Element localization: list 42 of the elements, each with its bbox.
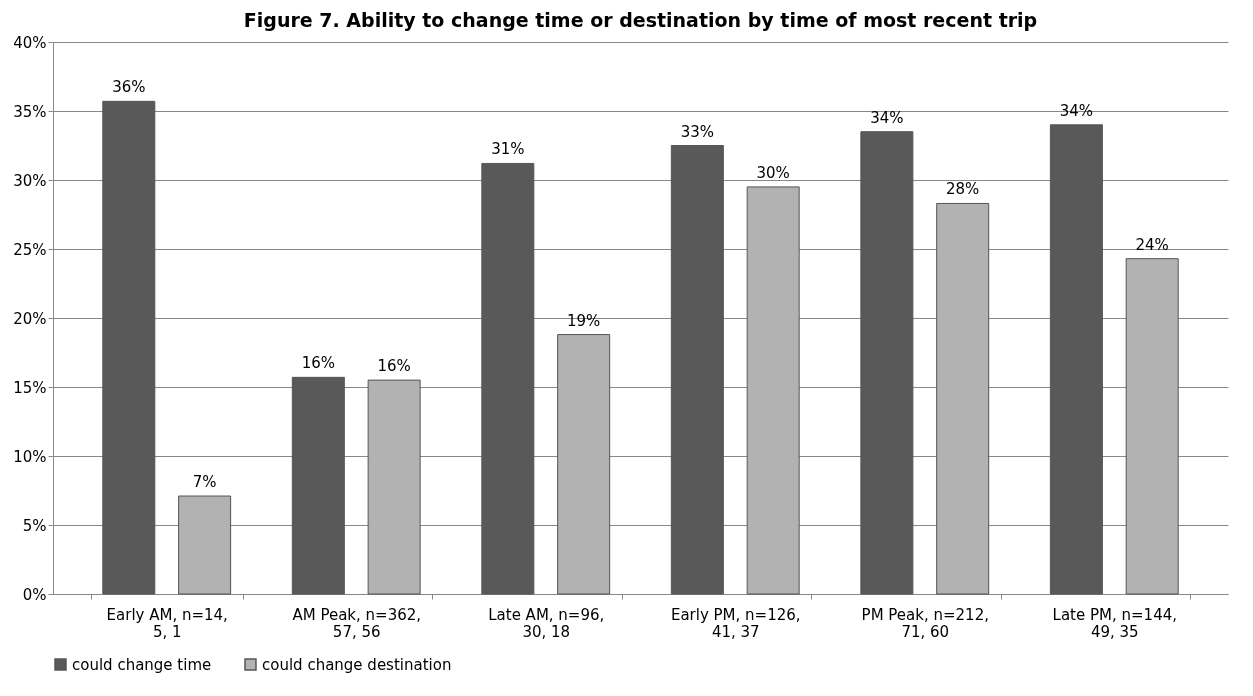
data-label: 30% <box>756 163 790 182</box>
x-tick-label: Late PM, n=144, 49, 35 <box>1052 605 1178 641</box>
legend-label: could change time <box>72 655 212 674</box>
chart-title: Figure 7. Ability to change time or destination by time of most recent trip <box>243 9 1038 31</box>
x-tick-label: Early PM, n=126, 41, 37 <box>670 605 801 641</box>
data-label: 31% <box>491 140 525 159</box>
data-label: 24% <box>1135 235 1169 254</box>
x-tick-label: Early AM, n=14, 5, 1 <box>106 605 228 641</box>
y-tick-label: 30% <box>13 171 47 190</box>
y-tick-label: 20% <box>13 309 47 328</box>
bar <box>102 100 156 595</box>
y-tick-label: 10% <box>13 447 47 466</box>
y-tick-label: 0% <box>22 585 47 604</box>
bar <box>1125 258 1179 595</box>
y-tick-label: 35% <box>13 102 47 121</box>
bar <box>860 131 914 595</box>
legend-label: could change destination <box>262 655 452 674</box>
bar <box>746 186 800 595</box>
y-tick-label: 40% <box>13 33 47 52</box>
data-label: 34% <box>870 108 904 127</box>
x-tick-label: PM Peak, n=212, 71, 60 <box>861 605 989 641</box>
data-label: 16% <box>301 354 335 373</box>
y-tick-label: 25% <box>13 240 47 259</box>
bar <box>178 495 232 595</box>
y-tick-label: 5% <box>22 516 47 535</box>
x-tick-label: AM Peak, n=362, 57, 56 <box>292 605 422 641</box>
data-label: 28% <box>946 180 980 199</box>
x-tick-label: Late AM, n=96, 30, 18 <box>488 605 605 641</box>
data-label: 36% <box>112 78 146 97</box>
bar <box>481 162 535 595</box>
bar <box>557 334 611 595</box>
bar <box>291 376 345 595</box>
data-label: 33% <box>680 122 715 141</box>
bar <box>1049 124 1103 595</box>
bar <box>936 202 990 595</box>
data-label: 19% <box>566 311 601 330</box>
bar <box>670 145 724 595</box>
data-label: 34% <box>1059 101 1094 120</box>
data-label: 16% <box>377 357 411 376</box>
y-tick-label: 15% <box>13 378 47 397</box>
data-label: 7% <box>192 473 217 492</box>
bar <box>367 379 421 595</box>
